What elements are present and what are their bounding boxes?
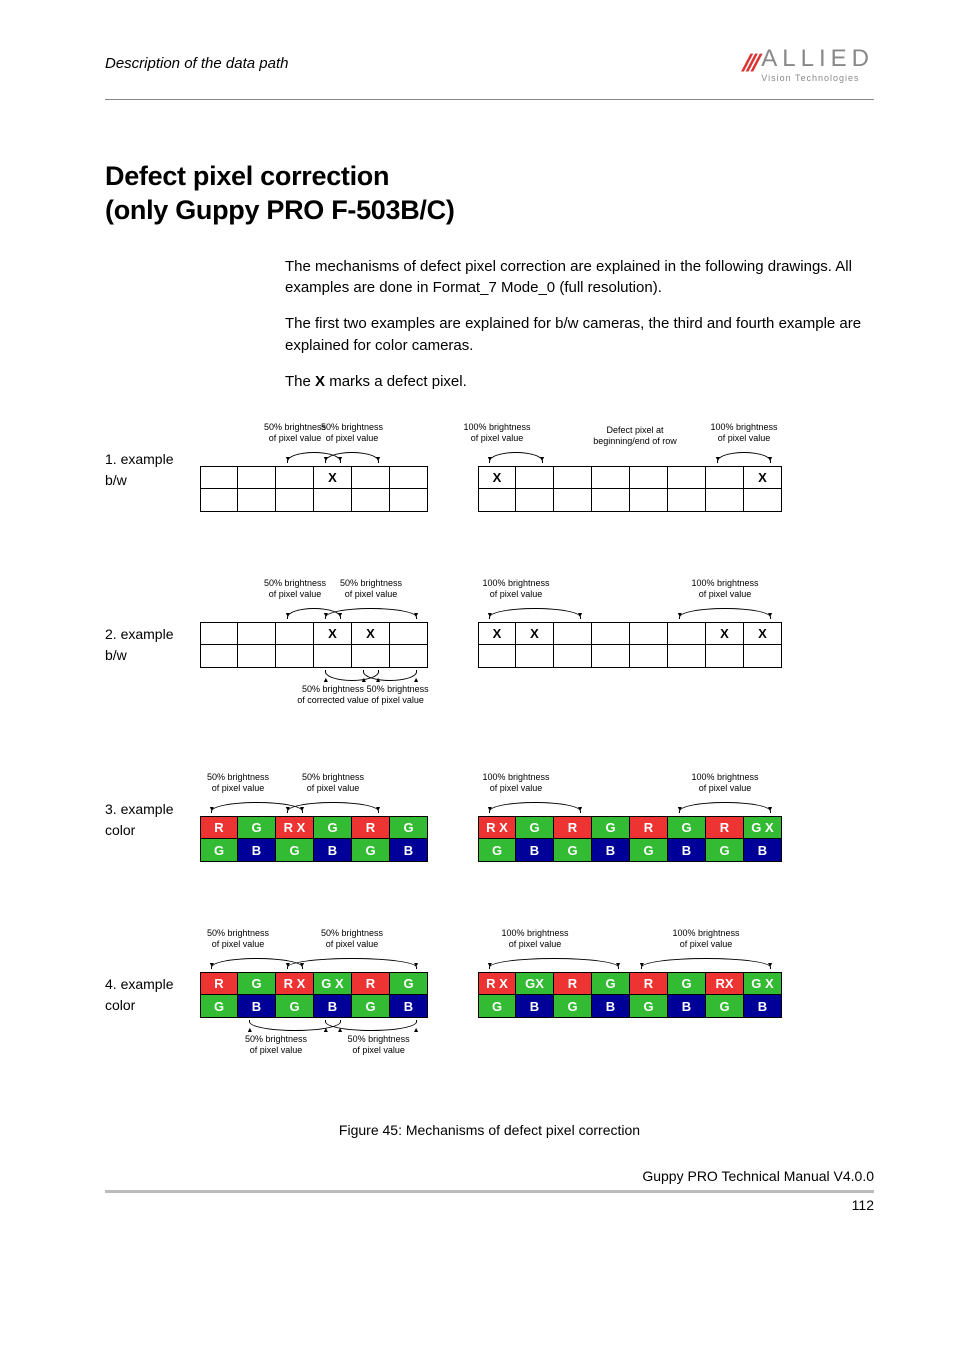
example-label: 3. examplecolor [105, 799, 200, 842]
footer-manual-version: Guppy PRO Technical Manual V4.0.0 [105, 1168, 874, 1184]
example-row: 1. exampleb/wX50% brightnessof pixel val… [105, 422, 874, 518]
body-text: The mechanisms of defect pixel correctio… [285, 256, 874, 393]
footer-page-number: 112 [105, 1197, 874, 1213]
logo-main-text: ALLIED [761, 45, 874, 73]
logo-slashes-icon: /// [741, 50, 759, 78]
figure-caption: Figure 45: Mechanisms of defect pixel co… [105, 1122, 874, 1138]
paragraph-3: The X marks a defect pixel. [285, 371, 874, 393]
page-header: Description of the data path /// ALLIED … [105, 55, 874, 100]
page-footer: Guppy PRO Technical Manual V4.0.0 112 [105, 1168, 874, 1213]
example-row: 3. examplecolorRGR XGRGGBGBGB50% brightn… [105, 772, 874, 868]
logo-sub-text: Vision Technologies [761, 73, 874, 83]
example-row: 4. examplecolorRGR XG XRGGBGBGB50% brigh… [105, 928, 874, 1062]
example-label: 2. exampleb/w [105, 624, 200, 667]
page-title: Defect pixel correction (only Guppy PRO … [105, 160, 874, 228]
paragraph-1: The mechanisms of defect pixel correctio… [285, 256, 874, 300]
logo: /// ALLIED Vision Technologies [743, 45, 874, 83]
example-label: 1. exampleb/w [105, 449, 200, 492]
section-title: Description of the data path [105, 55, 288, 72]
example-label: 4. examplecolor [105, 974, 200, 1017]
example-row: 2. exampleb/wXX50% brightnessof pixel va… [105, 578, 874, 712]
paragraph-2: The first two examples are explained for… [285, 313, 874, 357]
figure-45: 1. exampleb/wX50% brightnessof pixel val… [105, 422, 874, 1138]
footer-rule [105, 1190, 874, 1193]
